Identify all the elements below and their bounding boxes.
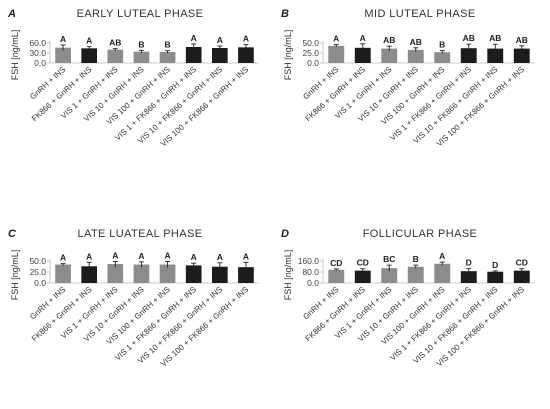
y-tick-label: 160.0 [298,256,320,266]
bar [381,268,398,283]
significance-label: A [217,252,223,262]
significance-label: A [138,251,144,261]
significance-label: A [191,33,197,43]
significance-label: CD [357,258,369,268]
y-tick-label: 25.0 [29,267,46,277]
bar [460,271,477,283]
significance-label: A [112,250,118,260]
significance-label: A [60,34,66,44]
bar [55,47,71,63]
bar [487,271,504,283]
chart-panel-a: A EARLY LUTEAL PHASE FSH [ng/mL] 0.030.060.… [7,8,259,148]
bar [107,264,124,283]
y-axis-label: FSH [ng/mL] [283,30,293,81]
bar [133,264,150,283]
chart-title: EARLY LUTEAL PHASE [77,8,204,20]
y-tick-label: 50.0 [29,256,46,266]
chart-title: FOLLICULAR PHASE [363,228,478,240]
bar [81,48,98,63]
significance-label: A [243,251,249,261]
chart-title: LATE LUATEAL PHASE [78,228,203,240]
bar [185,47,202,63]
chart-panel-c: C LATE LUATEAL PHASE FSH [ng/mL] 0.025.050.… [8,228,259,368]
significance-label: D [466,258,472,268]
y-tick-label: 60.0 [29,38,46,48]
significance-label: B [164,40,170,50]
significance-label: D [492,260,498,270]
bar [185,265,202,283]
bar [211,48,228,63]
bar [159,52,176,63]
significance-label: AB [383,35,395,45]
significance-label: A [439,251,445,261]
bar [211,266,228,283]
significance-label: A [360,33,366,43]
panel-letter: A [7,8,16,20]
significance-label: CD [330,258,342,268]
significance-label: AB [109,38,121,48]
y-tick-label: 0.0 [34,278,46,288]
significance-label: A [86,36,92,46]
panel-letter: B [281,8,289,20]
bar [328,269,345,283]
bar [55,264,71,283]
bar [159,264,176,283]
significance-label: B [439,40,445,50]
chart-panel-d: D FOLLICULAR PHASE FSH [ng/mL] 0.080.0160.0… [281,228,535,368]
panel-letter: C [8,228,17,240]
bar [487,48,504,63]
significance-label: A [333,34,339,44]
y-tick-label: 80.0 [302,267,319,277]
y-tick-label: 50.0 [302,38,319,48]
significance-label: A [60,253,66,263]
significance-label: CD [516,258,528,268]
significance-label: AB [463,33,475,43]
significance-label: A [86,251,92,261]
bar [354,270,371,283]
bar [238,47,254,63]
significance-label: B [138,39,144,49]
significance-label: A [243,34,249,44]
y-tick-label: 0.0 [34,58,46,68]
bar [460,48,477,63]
bar [354,47,371,63]
significance-label: AB [489,33,501,43]
significance-label: AB [516,35,528,45]
bar [238,267,254,283]
significance-label: A [217,35,223,45]
significance-label: AB [410,37,422,47]
chart-title: MID LUTEAL PHASE [364,8,475,20]
significance-label: BC [383,254,395,264]
bar [434,52,451,63]
bar [434,263,451,283]
y-tick-label: 0.0 [307,278,319,288]
y-tick-label: 30.0 [29,48,46,58]
bar [381,48,398,63]
y-axis-label: FSH [ng/mL] [10,250,20,301]
y-tick-label: 25.0 [302,48,319,58]
bar [407,266,424,283]
significance-label: A [164,250,170,260]
panel-letter: D [281,228,289,240]
y-axis-label: FSH [ng/mL] [10,30,20,81]
bar [81,266,98,283]
significance-label: A [191,252,197,262]
bar [407,49,424,63]
y-tick-label: 0.0 [307,58,319,68]
bar [513,270,530,283]
bar [107,49,124,63]
chart-panel-b: B MID LUTEAL PHASE FSH [ng/mL] 0.025.050.0 A… [281,8,535,148]
bar [513,48,530,63]
bar [328,45,345,63]
bar [133,51,150,63]
y-axis-label: FSH [ng/mL] [283,250,293,301]
significance-label: B [413,254,419,264]
